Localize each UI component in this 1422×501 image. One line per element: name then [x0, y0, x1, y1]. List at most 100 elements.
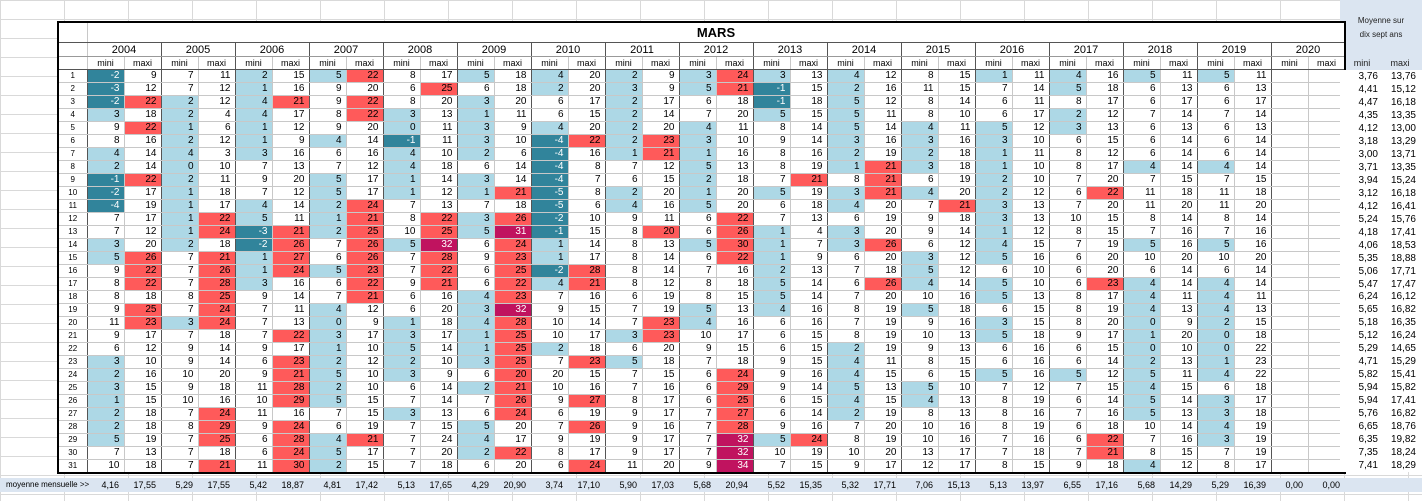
min-temp-cell[interactable]: 5 [900, 381, 939, 395]
min-temp-cell[interactable]: 7 [974, 82, 1013, 96]
min-temp-cell[interactable]: 4 [826, 69, 865, 83]
min-temp-cell[interactable]: 12 [900, 459, 939, 474]
max-temp-cell[interactable]: 15 [641, 173, 680, 187]
max-temp-cell[interactable]: 14 [123, 147, 162, 161]
max-temp-cell[interactable]: 20 [493, 95, 532, 109]
max-temp-cell[interactable]: 11 [863, 355, 902, 369]
max-temp-cell[interactable]: 23 [1233, 355, 1272, 369]
max-temp-cell[interactable]: 15 [789, 329, 828, 343]
min-temp-cell[interactable]: 7 [974, 433, 1013, 447]
max-temp-cell[interactable]: 17 [641, 407, 680, 421]
min-temp-cell[interactable]: 8 [1122, 446, 1161, 460]
min-temp-cell[interactable]: 2 [308, 459, 347, 474]
max-temp-cell[interactable]: 15 [567, 368, 606, 382]
min-temp-cell[interactable]: 4 [826, 355, 865, 369]
min-temp-cell[interactable]: 6 [678, 225, 717, 239]
min-temp-cell[interactable]: 4 [382, 147, 421, 161]
min-temp-cell[interactable]: 2 [456, 446, 495, 460]
min-temp-cell[interactable]: 8 [604, 251, 643, 265]
min-temp-cell[interactable]: -2 [86, 69, 125, 83]
min-temp-cell[interactable]: 9 [826, 459, 865, 474]
max-temp-cell[interactable]: 9 [1159, 316, 1198, 330]
min-temp-cell[interactable]: 7 [974, 446, 1013, 460]
max-temp-cell[interactable]: 13 [1085, 121, 1124, 135]
max-temp-cell[interactable]: 18 [419, 459, 458, 474]
max-temp-cell[interactable]: 11 [1159, 69, 1198, 83]
min-temp-cell[interactable]: 6 [604, 173, 643, 187]
min-temp-cell[interactable]: 4 [974, 238, 1013, 252]
min-temp-cell[interactable]: 8 [826, 303, 865, 317]
max-temp-cell[interactable]: 16 [1085, 407, 1124, 421]
max-temp-cell[interactable]: 20 [1159, 251, 1198, 265]
min-temp-cell[interactable]: 4 [1196, 277, 1235, 291]
max-temp-cell[interactable]: 18 [715, 173, 754, 187]
min-temp-cell[interactable]: 8 [604, 394, 643, 408]
max-temp-cell[interactable]: 22 [419, 212, 458, 226]
min-temp-cell[interactable]: 7 [160, 459, 199, 474]
min-temp-cell[interactable]: 2 [456, 381, 495, 395]
max-temp-cell[interactable]: 14 [1233, 160, 1272, 174]
min-temp-cell[interactable]: 0 [1122, 342, 1161, 356]
min-temp-cell[interactable]: 8 [160, 290, 199, 304]
max-temp-cell[interactable]: 11 [1011, 95, 1050, 109]
max-temp-cell[interactable]: 16 [271, 82, 310, 96]
max-temp-cell[interactable]: 15 [567, 108, 606, 122]
min-temp-cell[interactable]: 5 [1122, 394, 1161, 408]
min-temp-cell[interactable]: 4 [382, 160, 421, 174]
max-temp-cell[interactable]: 32 [715, 433, 754, 447]
min-temp-cell[interactable]: 11 [86, 316, 125, 330]
max-temp-cell[interactable]: 16 [789, 303, 828, 317]
min-temp-cell[interactable]: 6 [308, 147, 347, 161]
min-temp-cell[interactable]: 10 [1196, 251, 1235, 265]
min-temp-cell[interactable] [1270, 381, 1309, 395]
min-temp-cell[interactable]: 7 [678, 264, 717, 278]
max-temp-cell[interactable]: 15 [1085, 134, 1124, 148]
max-temp-cell[interactable]: 19 [1085, 238, 1124, 252]
min-temp-cell[interactable]: 9 [604, 420, 643, 434]
min-temp-cell[interactable]: 4 [900, 394, 939, 408]
max-temp-cell[interactable]: 13 [1159, 121, 1198, 135]
min-temp-cell[interactable]: -2 [86, 95, 125, 109]
min-temp-cell[interactable]: 8 [1048, 225, 1087, 239]
min-temp-cell[interactable]: 6 [826, 251, 865, 265]
min-temp-cell[interactable]: 10 [752, 446, 791, 460]
max-temp-cell[interactable]: 12 [641, 160, 680, 174]
min-temp-cell[interactable]: 7 [604, 368, 643, 382]
min-temp-cell[interactable]: 5 [678, 82, 717, 96]
max-temp-cell[interactable]: 19 [641, 303, 680, 317]
min-temp-cell[interactable]: 7 [1048, 446, 1087, 460]
min-temp-cell[interactable]: 6 [1196, 95, 1235, 109]
max-temp-cell[interactable]: 22 [493, 277, 532, 291]
min-temp-cell[interactable]: 3 [382, 407, 421, 421]
max-temp-cell[interactable]: 20 [641, 121, 680, 135]
min-temp-cell[interactable]: 8 [826, 329, 865, 343]
min-temp-cell[interactable]: 1 [752, 225, 791, 239]
min-temp-cell[interactable]: 5 [752, 277, 791, 291]
max-temp-cell[interactable]: 19 [1233, 420, 1272, 434]
min-temp-cell[interactable]: 3 [456, 212, 495, 226]
max-temp-cell[interactable]: 14 [1085, 394, 1124, 408]
min-temp-cell[interactable]: 4 [1196, 420, 1235, 434]
min-temp-cell[interactable]: 7 [382, 251, 421, 265]
min-temp-cell[interactable]: 6 [234, 446, 273, 460]
min-temp-cell[interactable]: 6 [1122, 82, 1161, 96]
max-temp-cell[interactable]: 14 [345, 134, 384, 148]
max-temp-cell[interactable]: 28 [567, 264, 606, 278]
max-temp-cell[interactable]: 34 [715, 459, 754, 474]
max-temp-cell[interactable]: 13 [789, 264, 828, 278]
min-temp-cell[interactable]: 2 [308, 225, 347, 239]
min-temp-cell[interactable]: 8 [900, 355, 939, 369]
min-temp-cell[interactable]: 8 [678, 277, 717, 291]
max-temp-cell[interactable]: 13 [937, 407, 976, 421]
min-temp-cell[interactable]: 4 [826, 199, 865, 213]
min-temp-cell[interactable]: 9 [160, 342, 199, 356]
min-temp-cell[interactable]: 6 [1048, 394, 1087, 408]
max-temp-cell[interactable]: 15 [937, 368, 976, 382]
max-temp-cell[interactable]: 26 [123, 251, 162, 265]
min-temp-cell[interactable]: 6 [1048, 433, 1087, 447]
min-temp-cell[interactable]: 6 [900, 173, 939, 187]
max-temp-cell[interactable]: 13 [1159, 82, 1198, 96]
max-temp-cell[interactable]: 13 [1011, 212, 1050, 226]
min-temp-cell[interactable]: 5 [86, 433, 125, 447]
max-temp-cell[interactable]: 14 [1011, 82, 1050, 96]
